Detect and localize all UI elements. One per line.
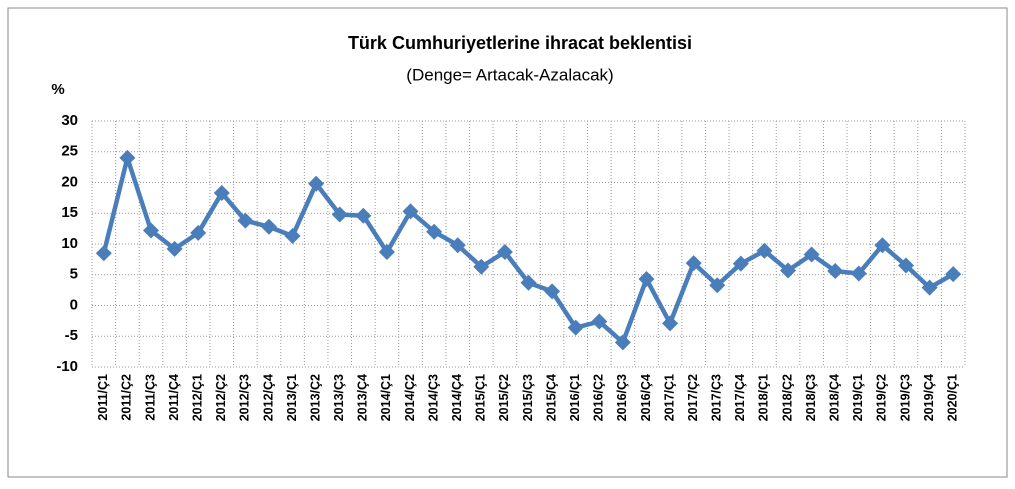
x-tick-label: 2011/Ç4 xyxy=(167,374,181,421)
x-tick-label: 2016/Ç2 xyxy=(592,374,606,421)
x-tick-label: 2019/Ç3 xyxy=(898,374,912,421)
data-marker xyxy=(945,266,962,283)
data-marker xyxy=(614,334,631,351)
data-marker xyxy=(331,206,348,223)
data-marker xyxy=(308,175,325,192)
x-tick-label: 2016/Ç4 xyxy=(639,374,653,421)
x-tick-label: 2015/Ç4 xyxy=(544,374,558,421)
x-tick-label: 2011/Ç1 xyxy=(96,374,110,421)
x-tick-label: 2017/Ç1 xyxy=(662,374,676,421)
data-marker xyxy=(874,237,891,254)
data-marker xyxy=(449,237,466,254)
data-marker xyxy=(544,283,561,300)
y-tick-label: 25 xyxy=(61,143,78,160)
x-tick-label: 2017/Ç4 xyxy=(733,374,747,421)
y-axis-label: % xyxy=(51,81,64,98)
data-marker xyxy=(284,228,301,245)
x-tick-label: 2014/Ç3 xyxy=(426,374,440,421)
chart-subtitle: (Denge= Artacak-Azalacak) xyxy=(406,65,613,84)
data-marker xyxy=(142,222,159,239)
y-tick-label: 5 xyxy=(70,266,78,283)
data-marker xyxy=(473,258,490,275)
x-tick-label: 2015/Ç1 xyxy=(474,374,488,421)
x-tick-label: 2012/Ç4 xyxy=(261,374,275,421)
data-marker xyxy=(850,265,867,282)
data-marker xyxy=(756,242,773,259)
data-marker xyxy=(119,149,136,166)
y-tick-label: -10 xyxy=(56,358,78,375)
data-marker xyxy=(591,313,608,330)
x-tick-label: 2014/Ç1 xyxy=(379,374,393,421)
x-tick-label: 2015/Ç3 xyxy=(521,374,535,421)
x-tick-label: 2012/Ç2 xyxy=(214,374,228,421)
data-marker xyxy=(166,240,183,257)
x-tick-label: 2017/Ç3 xyxy=(710,374,724,421)
x-tick-label: 2012/Ç1 xyxy=(190,374,204,421)
x-tick-label: 2014/Ç2 xyxy=(403,374,417,421)
x-tick-label: 2019/Ç4 xyxy=(922,374,936,421)
data-marker xyxy=(355,207,372,224)
x-tick-label: 2018/Ç2 xyxy=(780,374,794,421)
data-marker xyxy=(921,279,938,296)
x-tick-label: 2012/Ç3 xyxy=(238,374,252,421)
x-tick-label: 2015/Ç2 xyxy=(497,374,511,421)
x-tick-label: 2018/Ç3 xyxy=(804,374,818,421)
data-marker xyxy=(402,203,419,220)
data-marker xyxy=(780,262,797,279)
data-marker xyxy=(213,184,230,201)
data-marker xyxy=(260,218,277,235)
data-marker xyxy=(426,223,443,240)
data-marker xyxy=(190,224,207,241)
x-tick-label: 2019/Ç1 xyxy=(851,374,865,421)
data-marker xyxy=(567,319,584,336)
x-tick-label: 2013/Ç1 xyxy=(285,374,299,421)
data-marker xyxy=(520,274,537,291)
data-marker xyxy=(95,245,112,262)
x-tick-label: 2011/Ç2 xyxy=(120,374,134,421)
data-marker xyxy=(803,246,820,263)
data-marker xyxy=(496,243,513,260)
y-tick-label: 10 xyxy=(61,235,78,252)
x-tick-label: 2011/Ç3 xyxy=(143,374,157,421)
chart-title: Türk Cumhuriyetlerine ihracat beklentisi xyxy=(348,33,692,53)
data-marker xyxy=(685,255,702,272)
x-tick-label: 2019/Ç2 xyxy=(875,374,889,421)
x-tick-label: 2017/Ç2 xyxy=(686,374,700,421)
data-marker xyxy=(709,277,726,294)
y-tick-label: 15 xyxy=(61,204,78,221)
data-marker xyxy=(638,271,655,288)
x-tick-label: 2013/Ç2 xyxy=(308,374,322,421)
x-tick-label: 2013/Ç4 xyxy=(356,374,370,421)
data-marker xyxy=(662,315,679,332)
y-tick-label: 0 xyxy=(70,296,78,313)
x-tick-label: 2018/Ç4 xyxy=(828,374,842,421)
y-tick-label: 20 xyxy=(61,173,78,190)
y-tick-label: -5 xyxy=(65,327,78,344)
x-tick-label: 2016/Ç1 xyxy=(568,374,582,421)
x-tick-label: 2013/Ç3 xyxy=(332,374,346,421)
data-marker xyxy=(378,243,395,260)
data-marker xyxy=(732,255,749,272)
x-tick-label: 2020/Ç1 xyxy=(945,374,959,421)
y-tick-label: 30 xyxy=(61,112,78,129)
data-marker xyxy=(898,257,915,274)
data-marker xyxy=(827,263,844,280)
x-tick-label: 2014/Ç4 xyxy=(450,374,464,421)
x-tick-label: 2016/Ç3 xyxy=(615,374,629,421)
x-tick-label: 2018/Ç1 xyxy=(757,374,771,421)
data-marker xyxy=(237,212,254,229)
